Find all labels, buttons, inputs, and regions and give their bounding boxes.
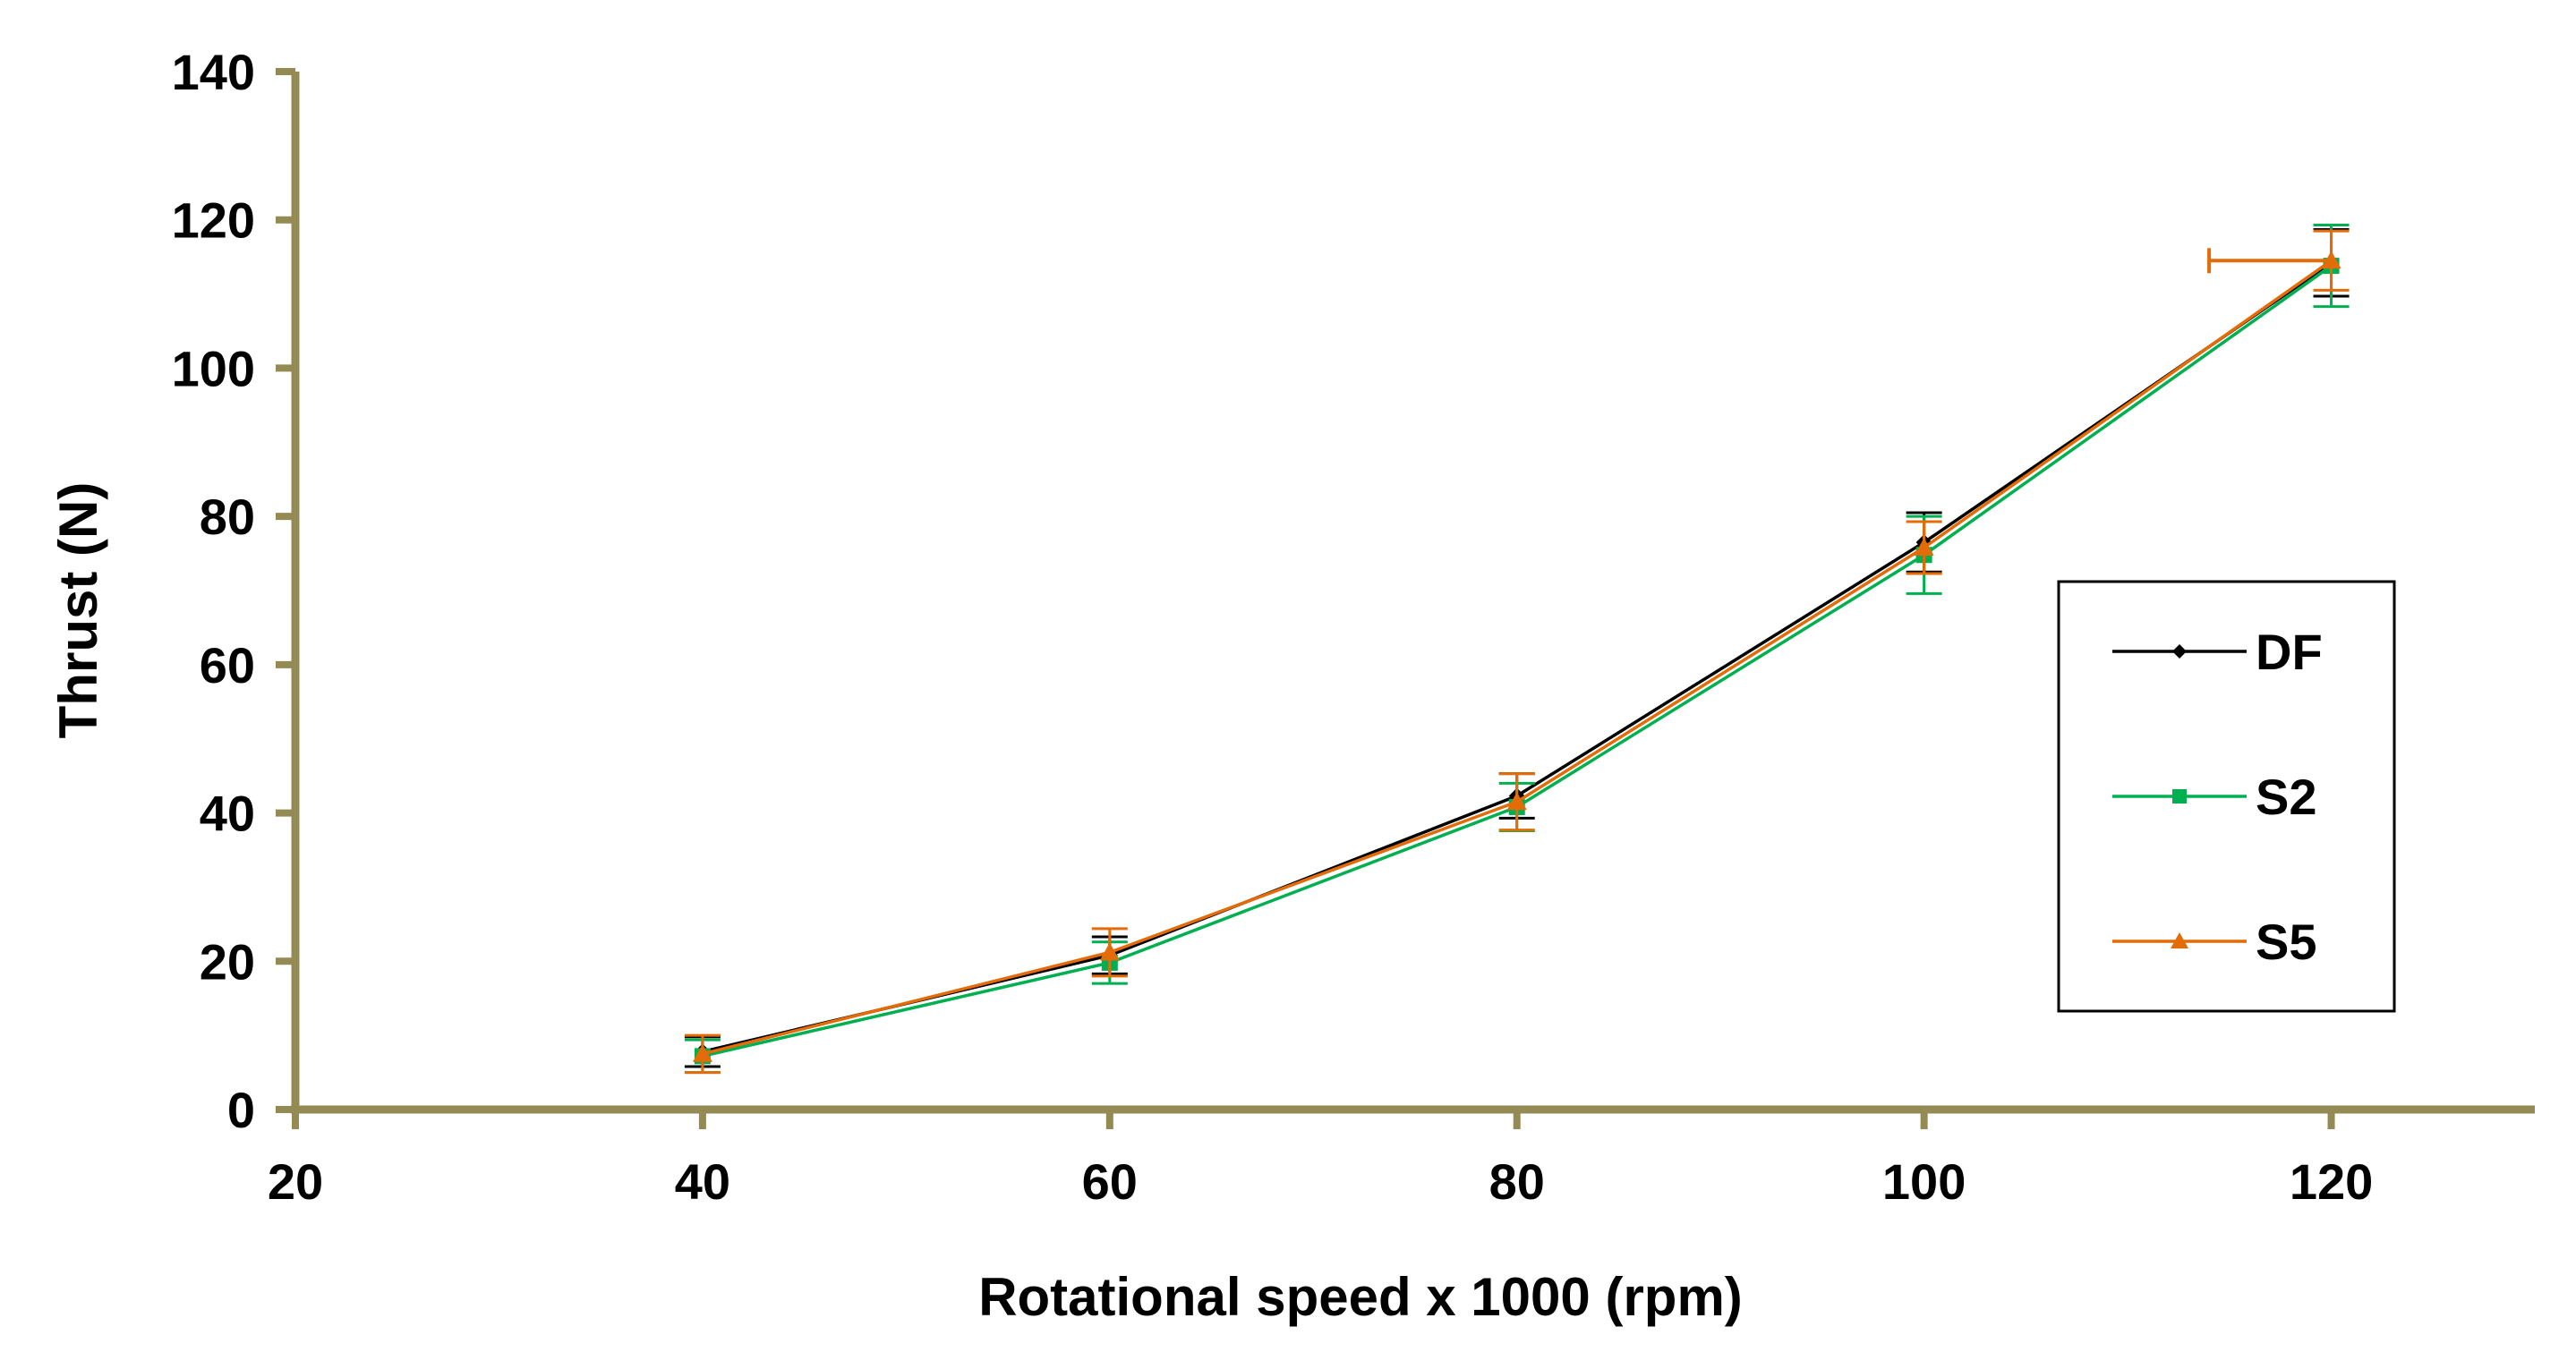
data-point <box>1914 537 1934 556</box>
axes <box>291 72 2535 1114</box>
y-tick-label: 0 <box>227 1082 255 1138</box>
legend-label: DF <box>2256 624 2323 680</box>
y-tick-label: 20 <box>200 933 255 990</box>
legend-label: S5 <box>2256 914 2317 970</box>
x-tick-label: 60 <box>1082 1153 1138 1210</box>
x-tick-label: 80 <box>1489 1153 1545 1210</box>
y-tick-label: 140 <box>172 44 255 100</box>
legend-label: S2 <box>2256 769 2317 825</box>
legend-swatch-marker <box>2172 789 2187 804</box>
x-tick-label: 120 <box>2290 1153 2373 1210</box>
x-axis-ticks: 20 40 60 80 100 120 <box>268 1110 2373 1210</box>
data-point <box>1099 942 1120 961</box>
legend-item-s2: S2 <box>2112 769 2317 825</box>
x-tick-label: 20 <box>268 1153 323 1210</box>
data-point <box>692 1043 712 1062</box>
y-tick-label: 40 <box>200 786 255 842</box>
y-tick-label: 60 <box>200 637 255 693</box>
y-axis-ticks: 0 20 40 60 80 100 120 140 <box>172 44 295 1138</box>
y-tick-label: 120 <box>172 192 255 249</box>
series-layer <box>684 224 2350 1075</box>
x-tick-label: 100 <box>1882 1153 1966 1210</box>
legend-item-s5: S5 <box>2112 914 2317 970</box>
legend-swatch-marker <box>2172 644 2187 659</box>
legend-item-df: DF <box>2112 624 2323 680</box>
legend-swatch-marker <box>2171 932 2188 948</box>
x-axis-title: Rotational speed x 1000 (rpm) <box>978 1267 1743 1327</box>
series-s5 <box>684 229 2350 1075</box>
y-axis-title: Thrust (N) <box>48 482 108 739</box>
x-tick-label: 40 <box>675 1153 730 1210</box>
data-point <box>1506 792 1527 811</box>
y-tick-label: 80 <box>200 489 255 545</box>
legend: DF S2 S5 <box>2057 580 2396 1013</box>
data-point <box>2321 251 2341 269</box>
y-tick-label: 100 <box>172 340 255 396</box>
